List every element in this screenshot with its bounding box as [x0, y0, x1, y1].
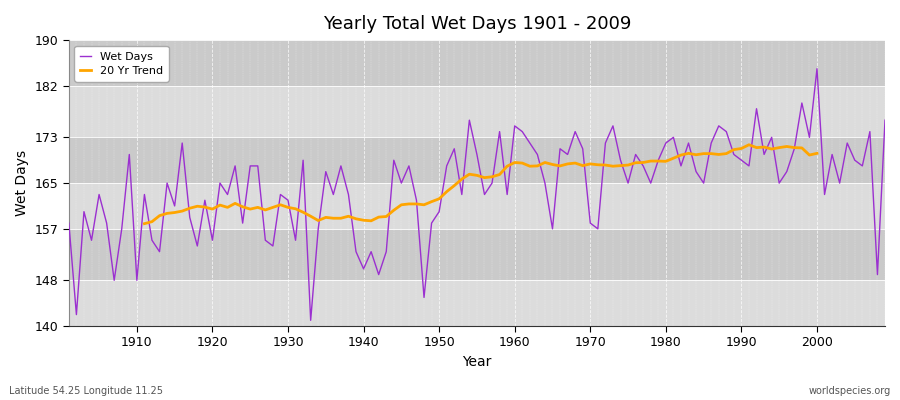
Bar: [68, 229, 885, 280]
Wet Days: [812, 66, 823, 71]
20 Yr Trend: [139, 221, 149, 226]
20 Yr Trend: [789, 145, 800, 150]
Title: Yearly Total Wet Days 1901 - 2009: Yearly Total Wet Days 1901 - 2009: [323, 15, 631, 33]
20 Yr Trend: [714, 152, 724, 157]
Wet Days: [509, 124, 520, 128]
Wet Days: [517, 129, 527, 134]
Bar: [68, 86, 885, 137]
20 Yr Trend: [743, 142, 754, 147]
Y-axis label: Wet Days: Wet Days: [15, 150, 29, 216]
Line: Wet Days: Wet Days: [68, 69, 885, 320]
Text: Latitude 54.25 Longitude 11.25: Latitude 54.25 Longitude 11.25: [9, 386, 163, 396]
20 Yr Trend: [608, 164, 618, 169]
Wet Days: [290, 238, 301, 243]
Wet Days: [124, 152, 135, 157]
Text: worldspecies.org: worldspecies.org: [809, 386, 891, 396]
20 Yr Trend: [230, 201, 240, 206]
Bar: [68, 183, 885, 229]
Wet Days: [305, 318, 316, 323]
Line: 20 Yr Trend: 20 Yr Trend: [144, 145, 817, 224]
Bar: [68, 137, 885, 183]
X-axis label: Year: Year: [463, 355, 491, 369]
Bar: [68, 280, 885, 326]
20 Yr Trend: [343, 214, 354, 219]
Bar: [68, 40, 885, 86]
20 Yr Trend: [698, 151, 709, 156]
Legend: Wet Days, 20 Yr Trend: Wet Days, 20 Yr Trend: [75, 46, 168, 82]
Wet Days: [879, 118, 890, 122]
Wet Days: [63, 221, 74, 226]
Wet Days: [343, 192, 354, 197]
Wet Days: [608, 124, 618, 128]
20 Yr Trend: [812, 151, 823, 156]
